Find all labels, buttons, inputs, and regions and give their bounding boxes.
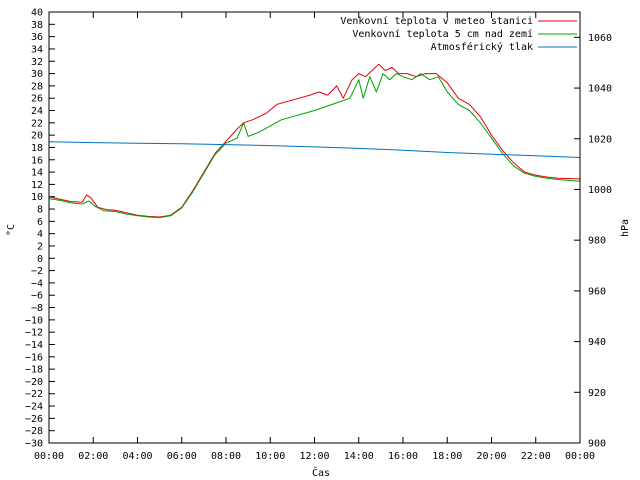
y-tick-label-left: 0 bbox=[37, 254, 43, 265]
y-tick-label-right: 1000 bbox=[588, 185, 612, 196]
y-tick-label-left: −28 bbox=[25, 426, 43, 437]
y-tick-label-right: 1060 bbox=[588, 33, 612, 44]
y-tick-label-right: 900 bbox=[588, 439, 606, 450]
y-tick-label-left: 20 bbox=[31, 131, 43, 142]
axis-ticks bbox=[48, 11, 581, 444]
y-tick-label-left: −22 bbox=[25, 389, 43, 400]
y-tick-label-left: 38 bbox=[31, 20, 43, 31]
y-tick-label-left: −10 bbox=[25, 315, 43, 326]
legend-label: Venkovní teplota v meteo stanici bbox=[340, 15, 533, 27]
plot-frame bbox=[48, 11, 581, 444]
y-tick-label-right: 920 bbox=[588, 388, 606, 399]
y-tick-label-left: 2 bbox=[37, 241, 43, 252]
y-tick-label-left: 32 bbox=[31, 57, 43, 68]
y-tick-label-right: 1020 bbox=[588, 134, 612, 145]
y-tick-label-left: −8 bbox=[31, 303, 43, 314]
y-tick-label-left: 24 bbox=[31, 106, 43, 117]
y-tick-label-left: −14 bbox=[25, 340, 43, 351]
legend: Venkovní teplota v meteo stanici Venkovn… bbox=[340, 15, 577, 53]
x-tick-label: 00:00 bbox=[565, 451, 595, 462]
y-tick-label-left: −6 bbox=[31, 291, 43, 302]
legend-label: Venkovní teplota 5 cm nad zemí bbox=[352, 28, 533, 40]
series-lines bbox=[48, 63, 581, 219]
x-axis-label: Čas bbox=[312, 466, 330, 479]
y-tick-label-left: −18 bbox=[25, 365, 43, 376]
y-tick-label-left: −24 bbox=[25, 402, 43, 413]
y-tick-label-right: 1040 bbox=[588, 84, 612, 95]
y-tick-label-left: 30 bbox=[31, 69, 43, 80]
x-tick-label: 02:00 bbox=[78, 451, 108, 462]
y-tick-label-left: 18 bbox=[31, 143, 43, 154]
y-tick-label-right: 940 bbox=[588, 337, 606, 348]
x-tick-label: 08:00 bbox=[211, 451, 241, 462]
x-tick-label: 14:00 bbox=[344, 451, 374, 462]
x-tick-label: 10:00 bbox=[255, 451, 285, 462]
series-line-2 bbox=[48, 73, 581, 219]
y-tick-label-left: 4 bbox=[37, 229, 43, 240]
x-tick-label: 22:00 bbox=[521, 451, 551, 462]
y-tick-label-left: 10 bbox=[31, 192, 43, 203]
y-tick-label-left: −30 bbox=[25, 439, 43, 450]
x-tick-label: 06:00 bbox=[167, 451, 197, 462]
x-tick-label: 04:00 bbox=[122, 451, 152, 462]
y-tick-label-left: 22 bbox=[31, 118, 43, 129]
y-tick-label-left: 26 bbox=[31, 94, 43, 105]
y-tick-label-left: −26 bbox=[25, 414, 43, 425]
x-tick-label: 18:00 bbox=[432, 451, 462, 462]
y-tick-label-left: 36 bbox=[31, 32, 43, 43]
y-tick-label-left: 12 bbox=[31, 180, 43, 191]
y-tick-label-left: −20 bbox=[25, 377, 43, 388]
y-tick-label-left: −16 bbox=[25, 352, 43, 363]
y-tick-label-left: −4 bbox=[31, 278, 43, 289]
x-tick-label: 20:00 bbox=[476, 451, 506, 462]
y-tick-label-right: 980 bbox=[588, 236, 606, 247]
y-tick-label-left: 14 bbox=[31, 168, 43, 179]
x-tick-label: 00:00 bbox=[34, 451, 64, 462]
y-tick-label-left: 8 bbox=[37, 205, 43, 216]
y-tick-label-left: −2 bbox=[31, 266, 43, 277]
y-tick-label-left: 40 bbox=[31, 8, 43, 19]
y-axis-label-left: °C bbox=[6, 224, 17, 236]
y-tick-label-left: 16 bbox=[31, 155, 43, 166]
y-tick-label-left: 6 bbox=[37, 217, 43, 228]
y-tick-label-left: −12 bbox=[25, 328, 43, 339]
tick-labels: 00:00 02:00 04:00 06:00 08:00 10:00 12:00 14:00… bbox=[25, 8, 612, 463]
y-tick-label-right: 960 bbox=[588, 286, 606, 297]
y-tick-label-left: 28 bbox=[31, 81, 43, 92]
x-tick-label: 12:00 bbox=[299, 451, 329, 462]
x-tick-label: 16:00 bbox=[388, 451, 418, 462]
legend-label: Atmosférický tlak bbox=[431, 41, 533, 53]
y-tick-label-left: 34 bbox=[31, 44, 43, 55]
y-axis-label-right: hPa bbox=[620, 219, 631, 237]
series-line-1 bbox=[48, 63, 581, 218]
series-line-3 bbox=[48, 141, 581, 158]
